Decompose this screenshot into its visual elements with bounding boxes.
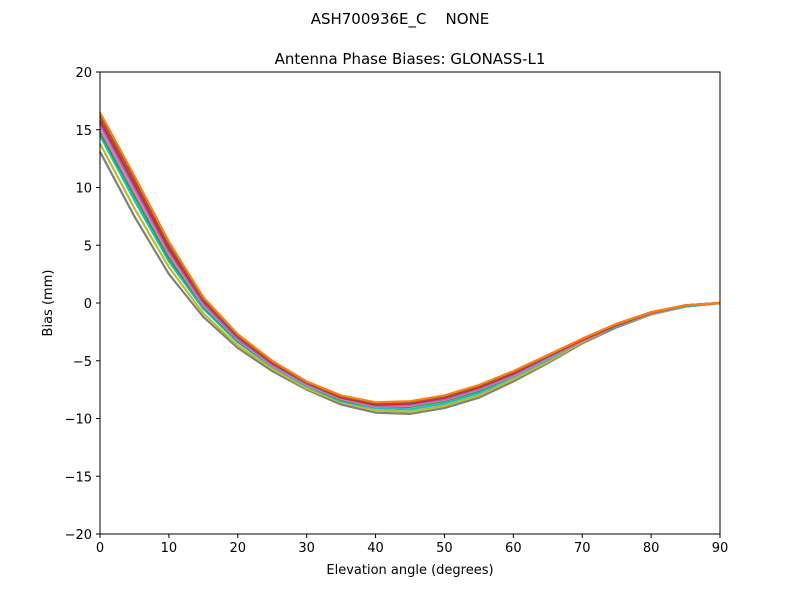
x-tick-label: 0	[96, 541, 104, 556]
x-tick-label: 50	[436, 541, 453, 556]
series-line-6	[99, 119, 721, 406]
series-line-5	[99, 123, 721, 407]
x-tick-label: 80	[643, 541, 660, 556]
y-axis-label: Bias (mm)	[41, 270, 56, 337]
x-tick-label: 90	[712, 541, 729, 556]
x-tick-label: 70	[574, 541, 591, 556]
chart-suptitle: ASH700936E_C NONE	[311, 10, 490, 29]
series-line-3	[99, 131, 721, 408]
y-tick-label: 0	[84, 297, 92, 312]
series-line-2	[99, 134, 721, 411]
series-line-1	[99, 143, 721, 413]
series-line-8	[99, 111, 721, 404]
chart-title: Antenna Phase Biases: GLONASS-L1	[275, 50, 546, 68]
y-tick-label: −10	[65, 413, 92, 428]
x-tick-label: 40	[367, 541, 384, 556]
x-tick-label: 20	[230, 541, 247, 556]
y-tick-label: 15	[75, 124, 92, 139]
y-tick-label: −5	[73, 355, 92, 370]
series-line-7	[99, 115, 721, 405]
x-tick-label: 60	[505, 541, 522, 556]
y-tick-label: 5	[84, 239, 92, 254]
x-axis: 0 10 20 30 40 50 60 70 80 90	[96, 534, 728, 556]
y-tick-label: 20	[75, 66, 92, 81]
y-tick-label: −20	[65, 528, 92, 543]
x-tick-label: 10	[161, 541, 178, 556]
x-axis-label: Elevation angle (degrees)	[326, 563, 493, 578]
y-tick-label: 10	[75, 182, 92, 197]
series-lines	[99, 111, 721, 416]
x-tick-label: 30	[298, 541, 315, 556]
y-axis: −20 −15 −10 −5 0 5 10 15 20	[65, 66, 100, 543]
y-tick-label: −15	[65, 470, 92, 485]
series-line-4	[99, 128, 721, 409]
